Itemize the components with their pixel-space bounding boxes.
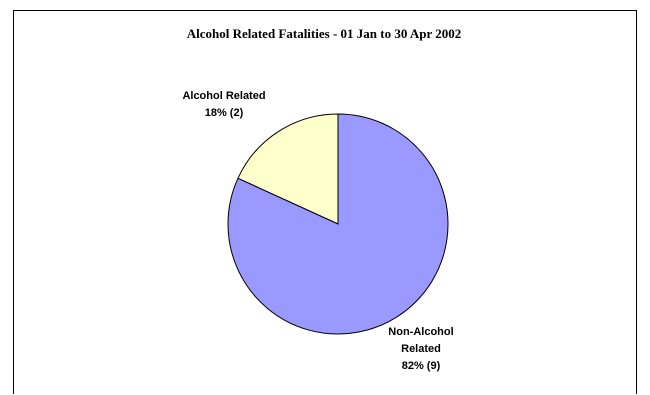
slice-label-non-alcohol-related-name: Non-Alcohol Related bbox=[388, 326, 454, 355]
pie-slice-non-alcohol-related bbox=[227, 113, 449, 335]
slice-label-non-alcohol-related: Non-Alcohol Related 82% (9) bbox=[383, 324, 459, 375]
slice-label-non-alcohol-related-value: 82% (9) bbox=[401, 360, 441, 372]
pie-slices bbox=[227, 113, 449, 335]
slice-label-alcohol-related: Alcohol Related 18% (2) bbox=[166, 88, 282, 122]
slice-label-alcohol-related-name: Alcohol Related bbox=[182, 90, 266, 102]
slice-label-alcohol-related-value: 18% (2) bbox=[204, 107, 244, 119]
pie-chart bbox=[227, 113, 449, 335]
pie-slice-alcohol-related bbox=[237, 113, 339, 225]
chart-title: Alcohol Related Fatalities - 01 Jan to 3… bbox=[186, 26, 462, 41]
chart-area: Alcohol Related Fatalities - 01 Jan to 3… bbox=[13, 10, 637, 394]
